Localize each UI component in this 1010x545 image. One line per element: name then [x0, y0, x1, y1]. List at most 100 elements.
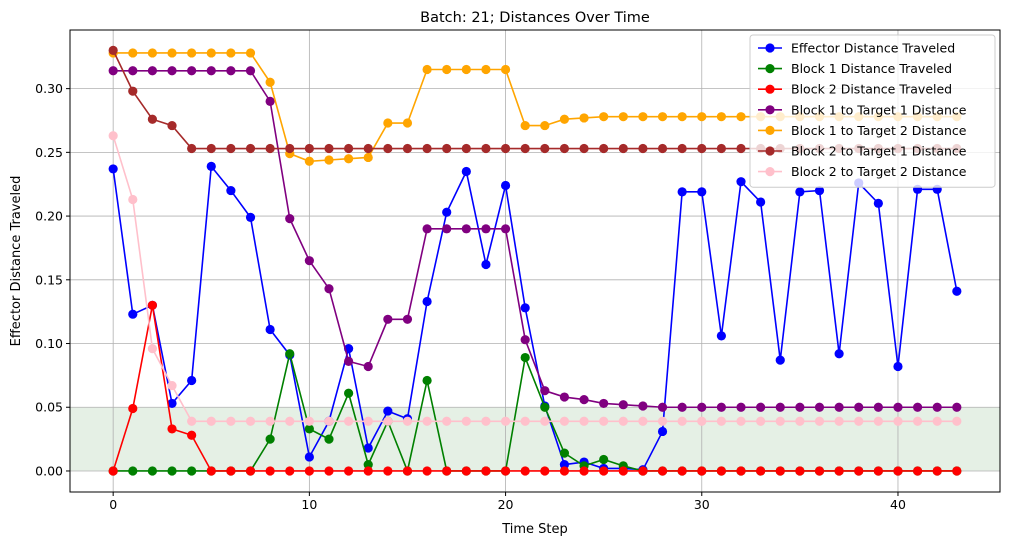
data-point: [500, 143, 511, 154]
data-point: [285, 349, 295, 359]
data-point: [226, 185, 236, 196]
data-point: [775, 355, 785, 365]
data-point: [128, 403, 138, 414]
data-point: [245, 66, 256, 76]
data-point: [422, 375, 432, 386]
data-point: [344, 154, 354, 164]
data-point: [952, 286, 962, 296]
legend-item: Block 2 to Target 1 Distance: [758, 144, 967, 159]
data-point: [579, 113, 589, 123]
data-point: [187, 66, 197, 76]
data-point: [304, 143, 314, 154]
data-point: [834, 416, 844, 426]
data-point: [756, 416, 766, 426]
legend-marker: [765, 167, 775, 177]
data-point: [245, 48, 256, 58]
data-point: [265, 96, 275, 106]
data-point: [716, 112, 726, 122]
data-point: [834, 349, 844, 359]
series-block-1-to-target-1-distance: [108, 66, 962, 412]
data-point: [775, 402, 785, 412]
data-point: [206, 143, 216, 154]
data-point: [873, 466, 883, 476]
tick-layer: 0 10 20 30 40 0.00 0.05 0.10 0.15 0.20 0.25 0.30: [35, 81, 906, 512]
data-point: [187, 416, 197, 426]
data-point: [187, 466, 197, 476]
data-point: [265, 416, 275, 426]
data-point: [697, 187, 707, 197]
data-point: [657, 466, 668, 476]
legend-label: Block 2 to Target 1 Distance: [791, 144, 967, 159]
data-point: [442, 64, 452, 75]
data-point: [540, 120, 550, 131]
data-point: [579, 416, 589, 426]
data-point: [187, 375, 197, 386]
data-point: [167, 424, 177, 434]
data-point: [638, 143, 648, 154]
data-point: [579, 143, 589, 154]
legend-item: Block 2 to Target 2 Distance: [758, 164, 967, 179]
data-point: [108, 131, 118, 141]
data-point: [736, 112, 746, 122]
data-point: [324, 143, 334, 154]
data-point: [540, 386, 550, 396]
data-point: [422, 143, 432, 154]
data-point: [559, 459, 570, 470]
data-point: [795, 402, 805, 412]
data-point: [736, 402, 746, 412]
data-point: [795, 187, 805, 197]
data-point: [932, 466, 942, 476]
data-point: [304, 466, 314, 476]
data-point: [795, 416, 805, 426]
data-point: [579, 466, 589, 476]
threshold-band-layer: [70, 407, 1000, 471]
data-point: [697, 402, 707, 412]
data-point: [363, 459, 373, 470]
data-point: [206, 416, 216, 426]
data-point: [912, 402, 923, 412]
data-point: [108, 45, 118, 55]
data-point: [559, 114, 570, 124]
data-point: [736, 143, 746, 154]
data-point: [677, 112, 687, 122]
data-point: [618, 466, 628, 476]
data-point: [442, 416, 452, 426]
data-point: [461, 143, 471, 154]
data-point: [167, 120, 177, 131]
y-tick-label: 0.25: [35, 145, 63, 160]
data-point: [167, 66, 177, 76]
data-point: [285, 143, 295, 154]
data-point: [167, 380, 177, 391]
data-point: [383, 466, 393, 476]
data-point: [520, 352, 530, 363]
data-point: [657, 416, 668, 426]
data-point: [206, 66, 216, 76]
data-point: [324, 434, 334, 444]
data-point: [540, 466, 550, 476]
data-point: [226, 416, 236, 426]
data-point: [108, 66, 118, 76]
legend-label: Effector Distance Traveled: [791, 41, 955, 56]
data-point: [716, 416, 726, 426]
data-point: [206, 161, 216, 171]
data-point: [873, 402, 883, 412]
data-point: [952, 402, 962, 412]
data-point: [442, 143, 452, 154]
data-point: [402, 314, 413, 324]
legend-item: Block 1 Distance Traveled: [758, 61, 952, 76]
y-tick-label: 0.10: [35, 336, 63, 351]
data-point: [520, 335, 530, 345]
legend-label: Block 2 to Target 2 Distance: [791, 164, 967, 179]
data-point: [363, 143, 373, 154]
data-point: [363, 361, 373, 372]
data-point: [599, 143, 609, 154]
data-point: [559, 466, 570, 476]
data-point: [638, 401, 648, 411]
data-point: [893, 416, 903, 426]
data-point: [461, 224, 471, 234]
data-point: [520, 143, 530, 154]
x-tick-label: 30: [694, 497, 710, 512]
data-point: [736, 416, 746, 426]
data-point: [304, 424, 314, 434]
data-point: [599, 112, 609, 122]
